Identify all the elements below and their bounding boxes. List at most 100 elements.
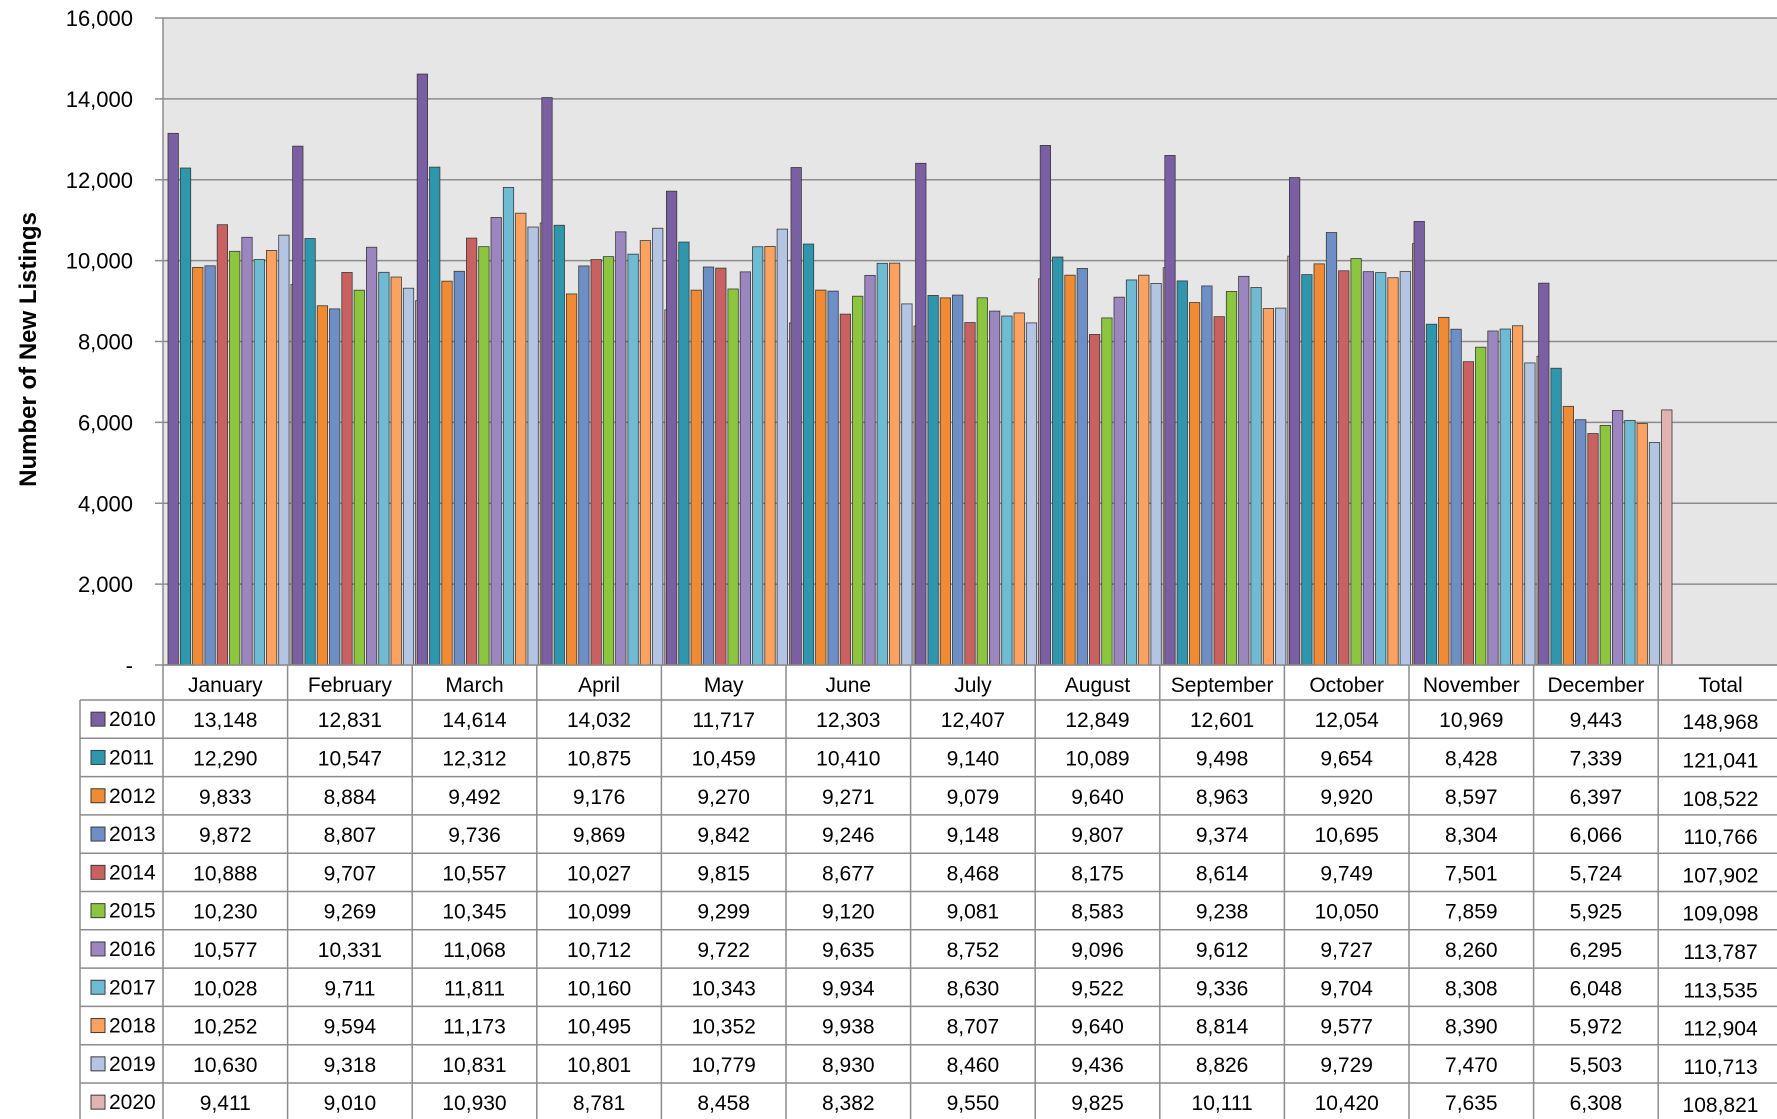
legend-label: 2017 [109,976,156,999]
legend-label: 2015 [109,900,156,923]
data-label: 10,352 [692,1016,756,1039]
bar [1438,316,1450,666]
data-label: 9,271 [822,786,875,809]
bar [1350,258,1362,666]
data-label: 10,557 [442,862,506,885]
data-label: 9,081 [947,901,1000,924]
bar [1301,274,1313,666]
total-label: 113,787 [1683,941,1757,964]
data-label: 9,842 [697,824,750,847]
data-label: 8,752 [947,939,1000,962]
bar [1052,256,1064,666]
y-tick-label: - [126,653,133,678]
data-label: 9,635 [822,939,875,962]
bar [1313,263,1325,666]
data-label: 11,717 [692,709,755,732]
bar [378,271,390,666]
data-label: 8,260 [1445,939,1498,962]
data-label: 10,230 [193,901,257,924]
bar [1150,283,1162,666]
bar [927,295,939,666]
data-label: 9,815 [697,862,750,885]
data-label: 9,270 [697,786,750,809]
data-label: 7,501 [1445,862,1498,885]
y-tick-label: 16,000 [66,6,133,31]
legend-swatch [90,979,106,995]
data-label: 9,654 [1320,747,1373,770]
bar [1013,312,1025,666]
y-tick-label: 4,000 [78,491,133,516]
data-label: 12,303 [816,709,880,732]
bar [602,256,615,666]
data-label: 9,498 [1196,747,1249,770]
bar [1612,410,1624,666]
bar [1538,282,1550,666]
data-label: 8,468 [947,862,1000,885]
data-label: 9,318 [324,1054,377,1077]
data-label: 14,614 [442,709,507,732]
data-label: 9,869 [573,824,626,847]
bar [1025,322,1038,666]
data-label: 10,695 [1315,824,1379,847]
data-label: 11,173 [443,1016,506,1039]
data-label: 10,420 [1315,1092,1379,1115]
total-label: 110,766 [1683,826,1757,849]
bar [1362,271,1374,666]
data-label: 9,443 [1570,709,1623,732]
data-label: 10,410 [816,747,880,770]
data-label: 9,522 [1071,977,1124,1000]
bar [566,293,578,666]
category-label: December [1547,674,1644,697]
legend-label: 2016 [109,938,156,961]
data-label: 9,079 [947,786,1000,809]
bar [429,166,441,666]
y-axis-label: Number of New Listings [15,212,42,487]
category-label: October [1309,674,1384,697]
legend-label: 2019 [109,1053,156,1076]
data-label: 9,176 [573,786,626,809]
data-label: 10,111 [1192,1092,1253,1115]
bar [578,265,590,666]
bar [1064,274,1076,666]
bar [167,132,179,666]
data-label: 8,807 [324,824,377,847]
data-label: 9,594 [324,1016,377,1039]
data-label: 9,269 [324,901,377,924]
bar [678,241,690,666]
bar [416,73,429,666]
bar [1039,145,1051,666]
data-label: 9,736 [448,824,501,847]
data-label: 9,492 [448,786,501,809]
bar [216,224,228,666]
bar [1338,270,1350,666]
data-label: 8,382 [822,1092,875,1115]
bar [1238,275,1250,666]
category-label: January [188,674,263,697]
legend-swatch [90,903,106,919]
data-label: 8,175 [1071,862,1124,885]
bar [1262,308,1274,666]
data-label: 10,089 [1065,747,1129,770]
bar [827,290,839,666]
data-label: 8,458 [697,1092,750,1115]
bar [702,266,715,666]
y-tick-label: 2,000 [78,572,133,597]
data-label: 6,397 [1570,786,1623,809]
bar [441,280,453,666]
data-label: 8,304 [1445,824,1498,847]
data-label: 8,614 [1196,862,1249,885]
data-label: 10,343 [692,977,756,1000]
data-label: 10,888 [193,862,257,885]
bar [752,246,764,666]
category-label: May [704,674,744,697]
data-label: 8,308 [1445,977,1498,1000]
data-label: 7,470 [1445,1054,1498,1077]
data-label: 9,411 [200,1092,251,1115]
data-label: 10,969 [1439,709,1503,732]
bar [802,243,815,666]
legend-label: 2020 [109,1091,156,1114]
bar [666,190,678,666]
data-label: 9,707 [324,862,377,885]
data-label: 10,577 [193,939,257,962]
bar [1138,274,1150,666]
